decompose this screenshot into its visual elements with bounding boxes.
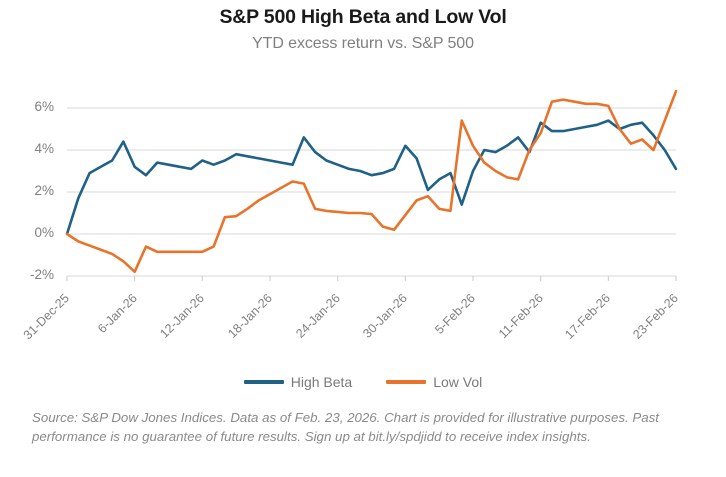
series-line-high-beta [65,119,678,236]
gridlines [67,107,676,277]
legend-swatch-low-vol [386,380,427,384]
chart-subtitle: YTD excess return vs. S&P 500 [252,35,474,52]
legend-label-low-vol: Low Vol [433,374,483,390]
y-axis-label: 4% [34,141,54,156]
chart-legend: High Beta Low Vol [0,374,726,390]
legend-swatch-high-beta [243,380,284,384]
series-line-low-vol [65,89,678,274]
y-axis-label: -2% [29,267,54,282]
y-axis-label: 2% [34,183,54,198]
chart-title: S&P 500 High Beta and Low Vol [219,6,507,28]
legend-label-high-beta: High Beta [290,374,353,390]
y-axis-label: 6% [34,99,54,114]
data-series-group [65,89,678,274]
y-axis-label: 0% [34,225,54,240]
legend-item-high-beta[interactable]: High Beta [243,374,353,390]
chart-footnote: Source: S&P Dow Jones Indices. Data as o… [32,410,659,444]
legend-item-low-vol[interactable]: Low Vol [386,374,482,390]
x-axis-ticks [66,276,677,281]
